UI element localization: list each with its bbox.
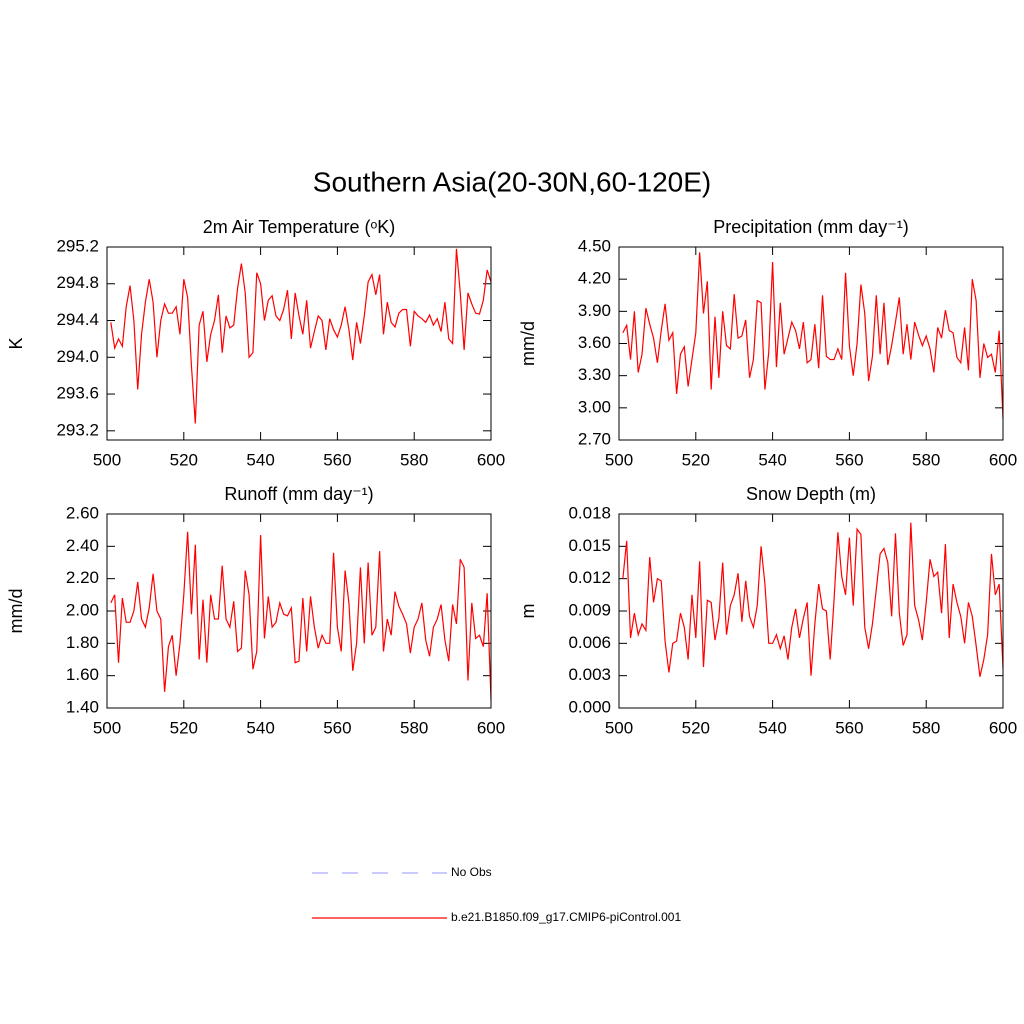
y-tick-label: 0.012 <box>568 568 611 587</box>
data-line <box>110 531 492 700</box>
x-tick-label: 580 <box>912 718 940 737</box>
data-line <box>622 252 1004 419</box>
y-tick-label: 293.2 <box>56 420 99 439</box>
y-tick-label: 0.009 <box>568 600 611 619</box>
y-tick-label: 4.50 <box>578 236 611 255</box>
y-axis-label: mm/d <box>6 589 26 634</box>
x-tick-label: 580 <box>400 450 428 469</box>
y-tick-label: 0.015 <box>568 536 611 555</box>
plot-frame <box>618 513 1004 709</box>
y-tick-label: 1.60 <box>66 665 99 684</box>
x-tick-label: 520 <box>682 718 710 737</box>
panel-title: Snow Depth (m) <box>746 484 876 504</box>
x-tick-label: 600 <box>477 718 505 737</box>
y-tick-label: 2.40 <box>66 536 99 555</box>
x-tick-label: 500 <box>93 450 121 469</box>
y-axis-label: K <box>6 337 26 349</box>
y-tick-label: 3.00 <box>578 397 611 416</box>
x-tick-label: 540 <box>246 450 274 469</box>
y-axis-label: mm/d <box>518 321 538 366</box>
y-tick-label: 2.20 <box>66 568 99 587</box>
x-tick-label: 500 <box>93 718 121 737</box>
y-tick-label: 0.000 <box>568 697 611 716</box>
y-tick-label: 3.60 <box>578 333 611 352</box>
x-tick-label: 520 <box>170 718 198 737</box>
x-tick-label: 560 <box>323 450 351 469</box>
plot-frame <box>106 246 492 441</box>
x-tick-label: 580 <box>400 718 428 737</box>
panel-title: Runoff (mm day⁻¹) <box>224 484 373 504</box>
page-title: Southern Asia(20-30N,60-120E) <box>313 166 711 197</box>
x-tick-label: 540 <box>246 718 274 737</box>
panel-title: 2m Air Temperature (ᵒK) <box>203 217 396 237</box>
x-tick-label: 600 <box>477 450 505 469</box>
y-tick-label: 294.8 <box>56 273 99 292</box>
plot-frame <box>618 246 1004 441</box>
y-tick-label: 3.90 <box>578 301 611 320</box>
y-tick-label: 0.006 <box>568 633 611 652</box>
y-tick-label: 294.4 <box>56 310 99 329</box>
x-tick-label: 500 <box>605 718 633 737</box>
y-tick-label: 2.00 <box>66 600 99 619</box>
y-tick-label: 4.20 <box>578 269 611 288</box>
panel-title: Precipitation (mm day⁻¹) <box>713 217 909 237</box>
y-tick-label: 3.30 <box>578 365 611 384</box>
x-tick-label: 540 <box>758 718 786 737</box>
x-tick-label: 600 <box>989 450 1017 469</box>
y-tick-label: 2.70 <box>578 429 611 448</box>
x-tick-label: 540 <box>758 450 786 469</box>
y-tick-label: 0.003 <box>568 665 611 684</box>
x-tick-label: 520 <box>682 450 710 469</box>
y-tick-label: 294.0 <box>56 347 99 366</box>
y-tick-label: 295.2 <box>56 236 99 255</box>
x-tick-label: 600 <box>989 718 1017 737</box>
x-tick-label: 520 <box>170 450 198 469</box>
legend-label: No Obs <box>451 865 492 879</box>
data-line <box>622 522 1004 677</box>
legend-label: b.e21.B1850.f09_g17.CMIP6-piControl.001 <box>451 910 681 924</box>
y-tick-label: 0.018 <box>568 503 611 522</box>
y-tick-label: 293.6 <box>56 384 99 403</box>
x-tick-label: 580 <box>912 450 940 469</box>
plot-frame <box>106 513 492 709</box>
x-tick-label: 560 <box>323 718 351 737</box>
x-tick-label: 500 <box>605 450 633 469</box>
y-tick-label: 2.60 <box>66 503 99 522</box>
y-axis-label: m <box>518 604 538 619</box>
data-line <box>110 248 492 424</box>
y-tick-label: 1.40 <box>66 697 99 716</box>
x-tick-label: 560 <box>835 718 863 737</box>
x-tick-label: 560 <box>835 450 863 469</box>
y-tick-label: 1.80 <box>66 633 99 652</box>
